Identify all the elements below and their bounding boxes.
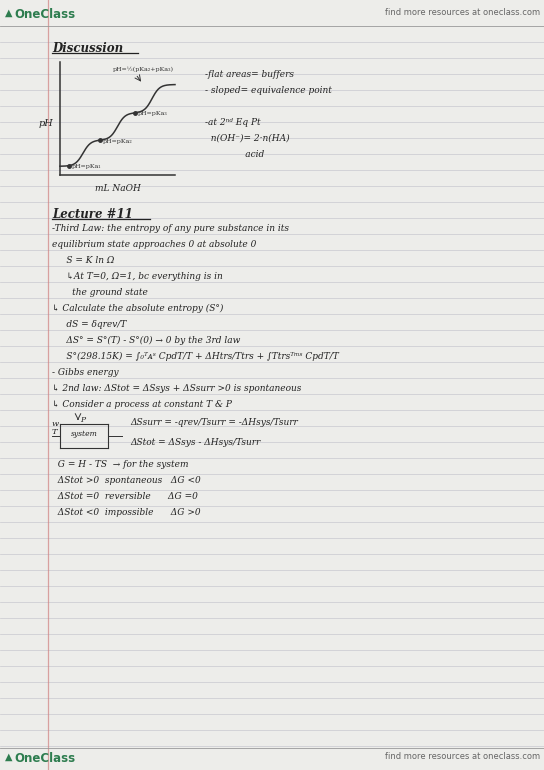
Text: OneClass: OneClass: [14, 752, 75, 765]
Text: T: T: [52, 428, 58, 436]
Text: - Gibbs energy: - Gibbs energy: [52, 368, 119, 377]
Text: equilibrium state approaches 0 at absolute 0: equilibrium state approaches 0 at absolu…: [52, 240, 256, 249]
Text: dS = δqrev/T: dS = δqrev/T: [52, 320, 126, 329]
Text: ΔS° = S°(T) - S°(0) → 0 by the 3rd law: ΔS° = S°(T) - S°(0) → 0 by the 3rd law: [52, 336, 240, 345]
Text: pH=pKa₁: pH=pKa₁: [72, 164, 102, 169]
Text: ΔSsurr = -qrev/Tsurr = -ΔHsys/Tsurr: ΔSsurr = -qrev/Tsurr = -ΔHsys/Tsurr: [130, 418, 298, 427]
Text: ↳At T=0, Ω=1, bc everything is in: ↳At T=0, Ω=1, bc everything is in: [52, 272, 222, 281]
Text: Lecture #11: Lecture #11: [52, 208, 133, 221]
Text: pH=pKa₂: pH=pKa₂: [103, 139, 133, 144]
Text: -Third Law: the entropy of any pure substance in its: -Third Law: the entropy of any pure subs…: [52, 224, 289, 233]
Text: Discussion: Discussion: [52, 42, 123, 55]
Text: pH: pH: [38, 119, 53, 128]
Text: -at 2ⁿᵈ Eq Pt: -at 2ⁿᵈ Eq Pt: [205, 118, 261, 127]
Text: mL NaOH: mL NaOH: [95, 184, 140, 193]
Text: ↳ 2nd law: ΔStot = ΔSsys + ΔSsurr >0 is spontaneous: ↳ 2nd law: ΔStot = ΔSsys + ΔSsurr >0 is …: [52, 384, 301, 393]
Text: ΔStot = ΔSsys - ΔHsys/Tsurr: ΔStot = ΔSsys - ΔHsys/Tsurr: [130, 438, 260, 447]
Text: pH=pKa₃: pH=pKa₃: [138, 112, 168, 116]
Text: G = H - TS  → for the system: G = H - TS → for the system: [52, 460, 189, 469]
Text: find more resources at oneclass.com: find more resources at oneclass.com: [385, 8, 540, 17]
Text: ↳ Calculate the absolute entropy (S°): ↳ Calculate the absolute entropy (S°): [52, 304, 224, 313]
Text: ΔStot =0  reversible      ΔG =0: ΔStot =0 reversible ΔG =0: [52, 492, 198, 501]
Text: S = K ln Ω: S = K ln Ω: [52, 256, 114, 265]
Text: find more resources at oneclass.com: find more resources at oneclass.com: [385, 752, 540, 761]
Text: n(OH⁻)= 2·n(HA): n(OH⁻)= 2·n(HA): [205, 134, 289, 143]
Text: OneClass: OneClass: [14, 8, 75, 21]
Text: ΔStot >0  spontaneous   ΔG <0: ΔStot >0 spontaneous ΔG <0: [52, 476, 201, 485]
Text: acid: acid: [205, 150, 264, 159]
Text: w: w: [52, 420, 59, 428]
Text: the ground state: the ground state: [52, 288, 148, 297]
Text: ΔStot <0  impossible      ΔG >0: ΔStot <0 impossible ΔG >0: [52, 508, 201, 517]
Text: pH=½(pKa₂+pKa₃): pH=½(pKa₂+pKa₃): [113, 67, 174, 72]
Text: ↳ Consider a process at constant T & P: ↳ Consider a process at constant T & P: [52, 400, 232, 409]
Text: P: P: [80, 416, 85, 424]
Text: ▲: ▲: [5, 752, 13, 762]
Text: -flat areas= buffers: -flat areas= buffers: [205, 70, 294, 79]
Text: ▲: ▲: [5, 8, 13, 18]
Text: system: system: [71, 430, 97, 438]
Text: - sloped= equivalence point: - sloped= equivalence point: [205, 86, 332, 95]
Text: S°(298.15K) = ∫₀ᵀᴀˢ CpdT/T + ΔHtrs/Ttrs + ∫Ttrsᵀᵐˢ CpdT/T: S°(298.15K) = ∫₀ᵀᴀˢ CpdT/T + ΔHtrs/Ttrs …: [52, 352, 339, 361]
